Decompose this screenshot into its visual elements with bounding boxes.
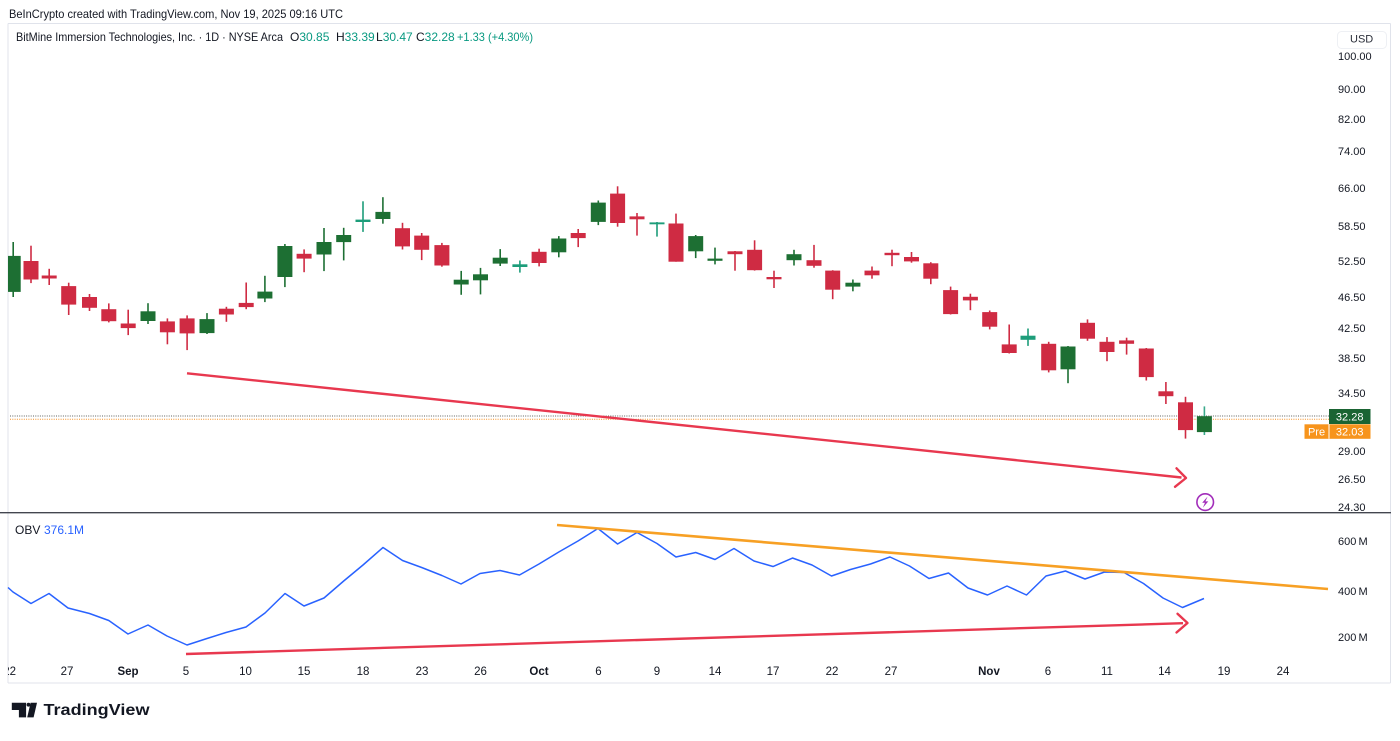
svg-text:34.50: 34.50: [1338, 388, 1366, 400]
svg-text:38.50: 38.50: [1338, 353, 1366, 365]
svg-text:32.28: 32.28: [1336, 412, 1364, 424]
svg-text:TradingView: TradingView: [44, 702, 151, 719]
svg-text:376.1M: 376.1M: [44, 523, 84, 537]
svg-text:23: 23: [416, 666, 429, 678]
svg-text:90.00: 90.00: [1338, 84, 1366, 96]
svg-text:Oct: Oct: [529, 666, 548, 678]
svg-text:24: 24: [1277, 666, 1290, 678]
svg-text:26: 26: [474, 666, 487, 678]
svg-text:27: 27: [61, 666, 74, 678]
svg-text:24.30: 24.30: [1338, 502, 1366, 514]
svg-text:42.50: 42.50: [1338, 323, 1366, 335]
svg-text:BeInCrypto created with Tradin: BeInCrypto created with TradingView.com,…: [9, 7, 343, 21]
svg-text:6: 6: [1045, 666, 1051, 678]
svg-text:Pre: Pre: [1308, 427, 1325, 439]
svg-text:18: 18: [357, 666, 370, 678]
svg-text:BitMine Immersion Technologies: BitMine Immersion Technologies, Inc. · 1…: [16, 31, 284, 44]
svg-text:27: 27: [885, 666, 898, 678]
svg-text:82.00: 82.00: [1338, 114, 1366, 126]
svg-text:14: 14: [1158, 666, 1171, 678]
svg-text:USD: USD: [1350, 34, 1373, 46]
svg-text:10: 10: [239, 666, 252, 678]
svg-text:22: 22: [826, 666, 839, 678]
svg-text:9: 9: [654, 666, 660, 678]
svg-text:32.03: 32.03: [1336, 427, 1364, 439]
svg-text:6: 6: [595, 666, 601, 678]
svg-text:26.50: 26.50: [1338, 474, 1366, 486]
svg-text:OBV: OBV: [15, 523, 40, 537]
svg-text:Nov: Nov: [978, 666, 1000, 678]
svg-text:100.00: 100.00: [1338, 51, 1372, 63]
svg-text:15: 15: [298, 666, 311, 678]
svg-text:17: 17: [767, 666, 780, 678]
svg-text:200 M: 200 M: [1338, 632, 1368, 644]
svg-text:52.50: 52.50: [1338, 256, 1366, 268]
svg-text:Sep: Sep: [117, 666, 138, 678]
svg-text:74.00: 74.00: [1338, 146, 1366, 158]
svg-text:14: 14: [709, 666, 722, 678]
svg-text:66.00: 66.00: [1338, 183, 1366, 195]
svg-text:22: 22: [3, 666, 16, 678]
svg-text:11: 11: [1101, 666, 1113, 678]
svg-text:19: 19: [1218, 666, 1231, 678]
svg-text:46.50: 46.50: [1338, 292, 1366, 304]
svg-text:29.00: 29.00: [1338, 446, 1366, 458]
svg-text:600 M: 600 M: [1338, 536, 1368, 548]
svg-text:58.50: 58.50: [1338, 221, 1366, 233]
svg-text:5: 5: [183, 666, 189, 678]
svg-text:400 M: 400 M: [1338, 586, 1368, 598]
